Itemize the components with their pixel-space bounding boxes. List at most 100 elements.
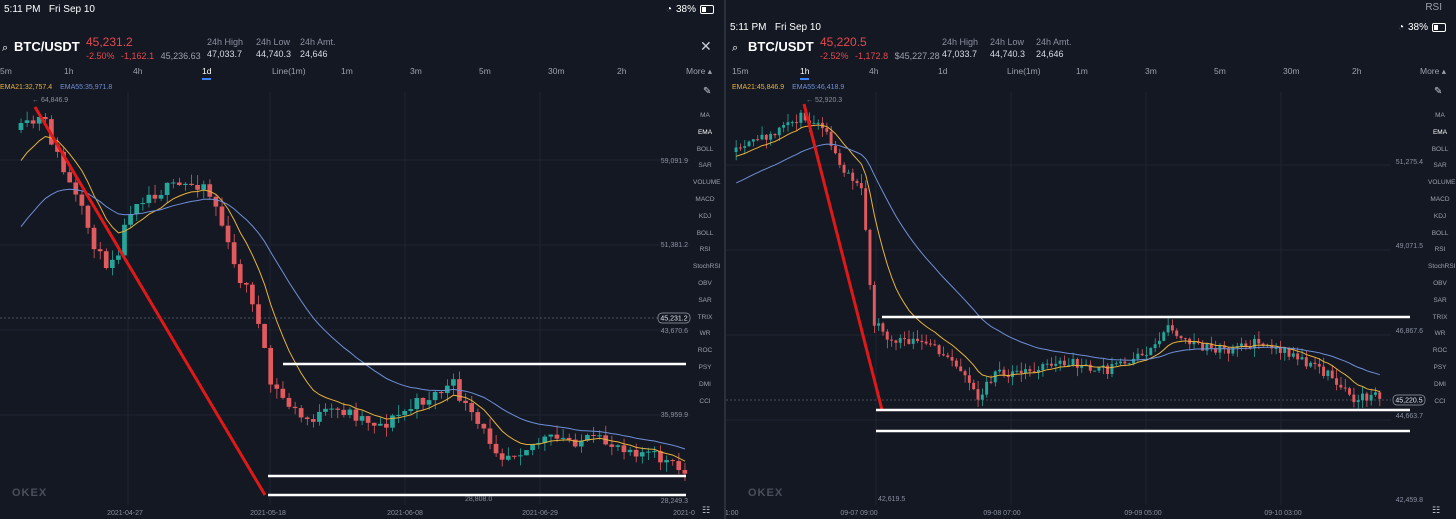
tab-1m[interactable]: 1m xyxy=(341,66,353,76)
candle-body xyxy=(898,338,902,343)
tab-15m[interactable]: 15m xyxy=(732,66,749,76)
indicator-psy[interactable]: PSY xyxy=(1433,364,1447,371)
candle-body xyxy=(676,461,682,471)
candle-body xyxy=(980,394,984,400)
indicator-boll[interactable]: BOLL xyxy=(696,229,714,237)
status-bar: 5:11 PM Fri Sep 10 ◔ 38% xyxy=(0,0,724,20)
candle-body xyxy=(890,339,894,341)
tab-more[interactable]: More ▴ xyxy=(1420,66,1446,76)
close-icon[interactable]: ✕ xyxy=(700,38,712,54)
indicator-stochrsi[interactable]: StochRSI xyxy=(693,263,721,271)
indicator-ema[interactable]: EMA xyxy=(1432,128,1448,136)
tab-2h[interactable]: 2h xyxy=(1352,66,1362,76)
tab-1d[interactable]: 1d xyxy=(938,66,948,76)
indicator-cci[interactable]: CCI xyxy=(1434,397,1446,405)
tab-3m[interactable]: 3m xyxy=(410,66,422,76)
candle-body xyxy=(231,242,237,265)
indicator-wr[interactable]: WR xyxy=(699,330,711,338)
indicator-cci[interactable]: CCI xyxy=(699,397,711,405)
tab-line-1m[interactable]: Line(1m) xyxy=(1007,66,1041,76)
wifi-icon: ◔ xyxy=(1397,22,1404,33)
indicator-boll[interactable]: BOLL xyxy=(1431,145,1449,153)
indicator-kdj[interactable]: KDJ xyxy=(698,212,712,220)
candle-body xyxy=(1209,343,1213,348)
indicator-sar[interactable]: SAR xyxy=(698,296,712,304)
symbol-search-icon[interactable]: ⌕ xyxy=(2,42,9,54)
tab-4h[interactable]: 4h xyxy=(869,66,879,76)
indicator-dmi[interactable]: DMI xyxy=(1434,380,1446,388)
tab-1h[interactable]: 1h xyxy=(64,66,74,76)
time-axis-label: 2021-0 xyxy=(673,510,695,517)
tab-5m[interactable]: 5m xyxy=(1214,66,1226,76)
tab-2h[interactable]: 2h xyxy=(617,66,627,76)
tab-more[interactable]: More ▴ xyxy=(686,66,712,76)
pencil-icon[interactable]: ✎ xyxy=(1434,86,1443,97)
indicator-obv[interactable]: OBV xyxy=(1433,280,1447,287)
tab-3m[interactable]: 3m xyxy=(1145,66,1157,76)
candlestick-chart[interactable]: 59,091.9 51,381.2 43,670.6 35,959.9 28,249.3… xyxy=(0,0,724,519)
candle-body xyxy=(782,125,786,128)
indicator-macd[interactable]: MACD xyxy=(1430,196,1450,203)
battery-icon xyxy=(1432,23,1446,32)
indicator-ma[interactable]: MA xyxy=(1435,112,1445,119)
candle-body xyxy=(1045,363,1049,365)
indicator-obv[interactable]: OBV xyxy=(698,280,712,287)
candle-body xyxy=(1097,367,1101,371)
candle-body xyxy=(907,339,911,344)
indicator-boll[interactable]: BOLL xyxy=(696,145,714,153)
tab-30m[interactable]: 30m xyxy=(548,66,565,76)
symbol-name[interactable]: BTC/USDT xyxy=(748,39,814,54)
indicator-trix[interactable]: TRIX xyxy=(697,313,713,321)
indicator-ma[interactable]: MA xyxy=(700,112,710,119)
tab-line-1m[interactable]: Line(1m) xyxy=(272,66,306,76)
indicator-rsi[interactable]: RSI xyxy=(699,246,711,254)
pencil-icon[interactable]: ✎ xyxy=(703,86,712,97)
symbol-name[interactable]: BTC/USDT xyxy=(14,39,80,54)
indicator-rsi[interactable]: RSI xyxy=(1434,246,1446,254)
clock: 5:11 PM xyxy=(730,22,767,33)
indicator-sar[interactable]: SAR xyxy=(1433,296,1447,304)
indicator-stochrsi[interactable]: StochRSI xyxy=(1428,263,1456,271)
candle-body xyxy=(1261,343,1265,346)
indicator-boll[interactable]: BOLL xyxy=(1431,229,1449,237)
candle-body xyxy=(1335,378,1338,385)
ema55-label: EMA55:46,418.9 xyxy=(792,84,845,91)
current-price-tag-text: 45,220.5 xyxy=(1395,398,1422,405)
indicator-volume[interactable]: VOLUME xyxy=(693,179,721,187)
candle-body xyxy=(195,185,200,190)
tab-1m[interactable]: 1m xyxy=(1076,66,1088,76)
indicator-dmi[interactable]: DMI xyxy=(699,380,711,388)
candle-body xyxy=(1244,343,1248,347)
indicator-roc[interactable]: ROC xyxy=(697,347,713,355)
symbol-search-icon[interactable]: ⌕ xyxy=(732,42,739,54)
candle-body xyxy=(1024,369,1027,374)
candlestick-chart[interactable]: 51,275.4 49,071.5 46,867.6 44,663.7 42,459.8… xyxy=(726,0,1456,519)
indicator-trix[interactable]: TRIX xyxy=(1432,313,1448,321)
indicator-roc[interactable]: ROC xyxy=(1432,347,1448,355)
tab-30m[interactable]: 30m xyxy=(1283,66,1300,76)
indicator-wr[interactable]: WR xyxy=(1434,330,1446,338)
tab-4h[interactable]: 4h xyxy=(133,66,143,76)
candle-body xyxy=(846,172,850,174)
candle-body xyxy=(1192,341,1196,345)
indicator-psy[interactable]: PSY xyxy=(698,364,712,371)
tab-1d[interactable]: 1d xyxy=(202,66,212,80)
tab-1h[interactable]: 1h xyxy=(800,66,810,80)
candle-body xyxy=(833,145,837,154)
settings-icon[interactable]: ☷ xyxy=(1432,505,1441,515)
indicator-ema[interactable]: EMA xyxy=(697,128,713,136)
indicator-sar[interactable]: SAR xyxy=(1433,162,1447,170)
indicator-macd[interactable]: MACD xyxy=(695,196,715,203)
candle-body xyxy=(578,440,584,447)
settings-icon[interactable]: ☷ xyxy=(702,505,711,515)
high-marker: ← 64,846.9 xyxy=(32,97,68,104)
stat-label: 24h High xyxy=(942,37,979,47)
tab-5m[interactable]: 5m xyxy=(0,66,12,76)
candle-body xyxy=(1032,371,1036,373)
indicator-volume[interactable]: VOLUME xyxy=(1428,179,1456,187)
indicator-sar[interactable]: SAR xyxy=(698,162,712,170)
tab-5m[interactable]: 5m xyxy=(479,66,491,76)
price-axis-label: 44,663.7 xyxy=(1396,413,1423,420)
ema-legend: EMA21:45,846.9 EMA55:46,418.9 xyxy=(732,84,844,91)
indicator-kdj[interactable]: KDJ xyxy=(1433,212,1447,220)
